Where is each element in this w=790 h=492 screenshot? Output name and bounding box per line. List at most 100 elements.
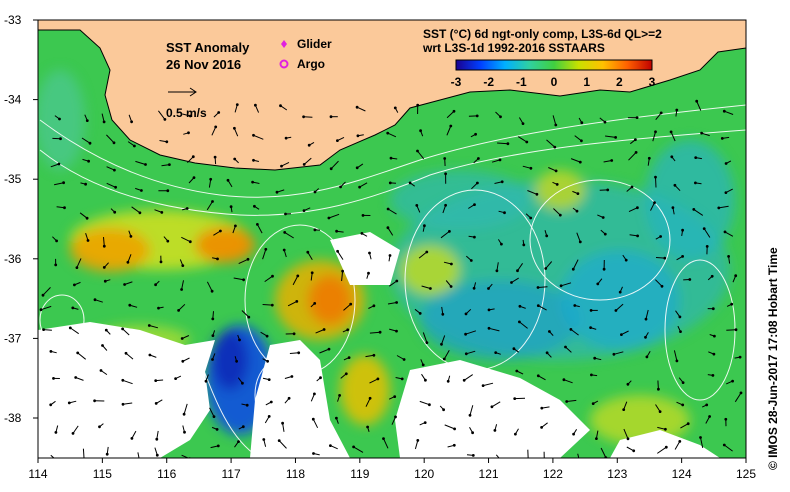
- velocity-arrow: [369, 331, 381, 334]
- velocity-arrow: [466, 350, 476, 355]
- velocity-arrow: [103, 237, 105, 247]
- velocity-arrow-head: [423, 224, 426, 228]
- velocity-arrow-head: [500, 242, 503, 246]
- velocity-arrow: [337, 251, 344, 260]
- velocity-arrow-head: [612, 352, 616, 356]
- velocity-arrow-head: [209, 177, 213, 181]
- velocity-arrow-head: [241, 425, 245, 429]
- velocity-arrow-head: [191, 155, 195, 159]
- velocity-arrow: [655, 279, 663, 287]
- velocity-arrow-head: [518, 304, 522, 308]
- velocity-arrow-head: [159, 260, 163, 264]
- velocity-arrow-head: [297, 351, 301, 355]
- velocity-arrow-head: [473, 235, 476, 239]
- product-description-line2: wrt L3S-1d 1992-2016 SSTAARS: [422, 41, 605, 55]
- velocity-arrow-head: [329, 115, 333, 119]
- velocity-arrow-head: [578, 459, 580, 461]
- velocity-arrow-head: [386, 207, 390, 211]
- velocity-arrow-head: [389, 156, 393, 160]
- velocity-arrow-head: [634, 151, 638, 154]
- velocity-arrow-head: [336, 139, 339, 143]
- velocity-arrow-head: [219, 229, 222, 233]
- velocity-arrow-head: [41, 293, 45, 297]
- velocity-arrow-head: [253, 204, 256, 208]
- velocity-arrow: [441, 335, 446, 345]
- velocity-arrow-head: [372, 353, 376, 357]
- velocity-arrow-head: [464, 332, 468, 336]
- velocity-arrow: [262, 304, 273, 306]
- velocity-arrow-head: [338, 394, 342, 397]
- velocity-arrow-head: [473, 203, 476, 207]
- velocity-arrow-head: [277, 439, 281, 443]
- scale-arrow: [168, 87, 197, 97]
- velocity-arrow-head: [251, 180, 255, 184]
- velocity-arrow-head: [462, 378, 466, 382]
- velocity-arrow: [149, 325, 159, 329]
- velocity-arrow-head: [710, 274, 714, 278]
- velocity-arrow-head: [471, 454, 475, 457]
- velocity-arrow-head: [580, 139, 583, 143]
- velocity-arrow-head: [242, 278, 246, 282]
- velocity-arrow-head: [155, 453, 159, 457]
- velocity-arrow: [623, 401, 628, 410]
- velocity-arrow-head: [712, 352, 716, 356]
- velocity-arrow-head: [529, 216, 533, 220]
- argo-label: Argo: [297, 57, 325, 71]
- velocity-arrow-head: [474, 132, 478, 136]
- velocity-arrow-head: [133, 144, 136, 148]
- velocity-arrow: [673, 350, 678, 362]
- velocity-arrow: [292, 275, 299, 286]
- velocity-arrow-head: [311, 417, 315, 421]
- velocity-arrow-head: [139, 461, 141, 463]
- velocity-arrow-head: [295, 300, 299, 303]
- velocity-arrow: [53, 182, 64, 186]
- velocity-arrow-head: [102, 244, 106, 248]
- colorbar-tick-label: 2: [616, 75, 623, 89]
- velocity-arrow-head: [247, 315, 251, 319]
- velocity-arrow: [572, 259, 579, 270]
- velocity-arrow-head: [544, 267, 548, 270]
- velocity-arrow-head: [525, 140, 529, 144]
- velocity-arrow: [127, 254, 132, 263]
- velocity-arrow-head: [290, 375, 294, 378]
- velocity-arrow-head: [416, 149, 419, 153]
- velocity-arrow-head: [468, 413, 472, 417]
- velocity-arrow-head: [313, 228, 317, 232]
- velocity-arrow-head: [558, 213, 562, 217]
- velocity-arrow-head: [267, 378, 271, 382]
- velocity-arrow-head: [284, 212, 287, 216]
- velocity-arrow: [206, 281, 213, 292]
- velocity-arrow-head: [76, 351, 80, 355]
- velocity-arrow-head: [102, 266, 106, 269]
- velocity-arrow: [657, 380, 659, 390]
- velocity-arrow-head: [739, 391, 743, 395]
- velocity-arrow-head: [121, 378, 125, 382]
- velocity-arrow: [211, 126, 217, 136]
- velocity-arrow-head: [83, 459, 85, 461]
- velocity-arrow-head: [626, 382, 630, 386]
- velocity-arrow-head: [500, 180, 504, 184]
- velocity-arrow-head: [165, 140, 169, 144]
- velocity-arrow: [122, 402, 133, 405]
- velocity-arrow-head: [476, 181, 479, 185]
- velocity-arrow-head: [238, 338, 241, 342]
- velocity-arrow-head: [302, 209, 306, 213]
- velocity-arrow-head: [555, 183, 559, 186]
- velocity-arrow-head: [681, 228, 684, 232]
- velocity-arrow: [693, 208, 704, 216]
- x-tick-label: 120: [414, 467, 434, 481]
- velocity-arrow-head: [658, 410, 662, 414]
- velocity-arrow-head: [481, 384, 485, 388]
- velocity-arrow: [387, 132, 397, 138]
- velocity-arrow-head: [93, 399, 96, 403]
- velocity-arrow: [577, 453, 580, 458]
- velocity-arrow-head: [271, 274, 274, 278]
- colorbar-tick-label: 1: [583, 75, 590, 89]
- velocity-arrow-head: [724, 417, 728, 421]
- velocity-arrow-head: [487, 287, 490, 290]
- velocity-arrow-head: [440, 342, 443, 346]
- velocity-arrow-head: [124, 351, 128, 355]
- velocity-arrow-head: [614, 136, 617, 139]
- velocity-arrow: [700, 437, 704, 449]
- velocity-arrow-head: [355, 105, 359, 109]
